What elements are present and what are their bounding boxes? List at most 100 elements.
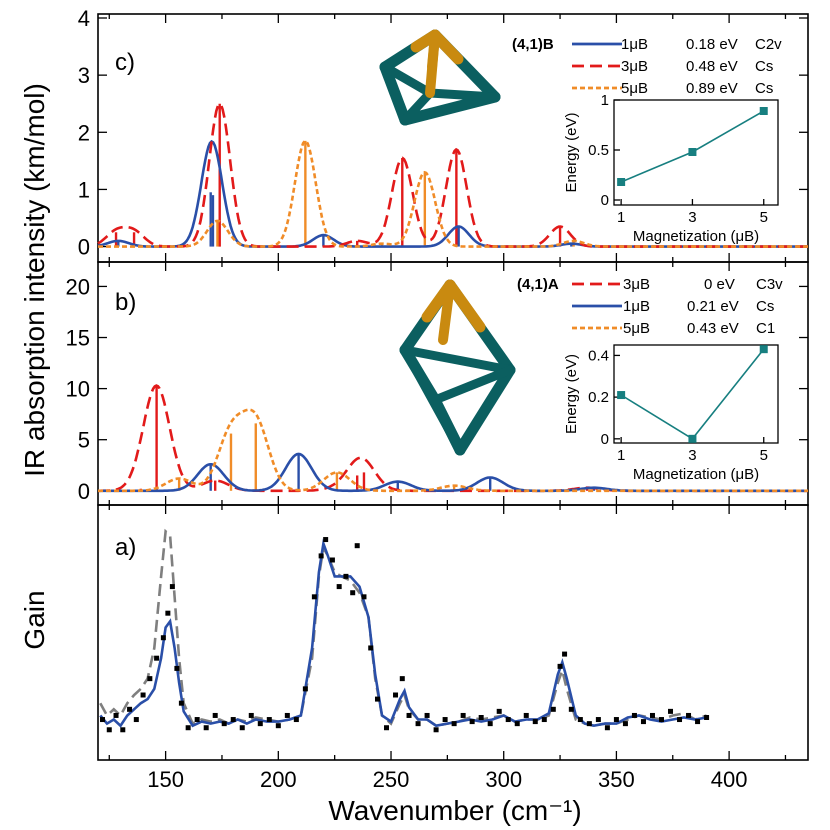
- experiment-dot: [562, 651, 568, 657]
- inset-point: [617, 178, 626, 186]
- legend-b: 3μB 0 eV C3v 1μB 0.21 eV Cs 5μB 0.43 eV …: [623, 276, 783, 337]
- experiment-dot: [487, 721, 493, 727]
- experiment-dot: [514, 721, 520, 727]
- experiment-dot: [399, 676, 405, 682]
- experiment-dot: [194, 717, 200, 723]
- experiment-dot: [329, 557, 335, 563]
- y-tick-label: 4: [78, 6, 90, 31]
- experiment-dot: [257, 721, 263, 727]
- experiment-dot: [212, 712, 218, 718]
- legend-c-1-mag: 1μB: [621, 36, 648, 53]
- experiment-dot: [266, 717, 272, 723]
- experiment-dot: [133, 717, 139, 723]
- inset-x-label: Magnetization (μB): [633, 466, 759, 483]
- spectrum-5μB: [98, 408, 808, 493]
- experiment-dot: [160, 635, 166, 641]
- experiment-dot: [384, 725, 390, 731]
- experiment-dot: [442, 717, 448, 723]
- inset-y-tick-label: 0.4: [588, 347, 609, 364]
- inset-x-label: Magnetization (μB): [633, 228, 759, 245]
- experiment-dot: [239, 725, 245, 731]
- experiment-dot: [523, 712, 529, 718]
- experiment-dot: [704, 715, 710, 720]
- experiment-dot: [203, 725, 209, 731]
- inset-y-label: Energy (eV): [563, 354, 580, 434]
- inset-y-tick-label: 0: [601, 431, 609, 448]
- y-tick-label: 2: [78, 120, 90, 145]
- experiment-dot: [622, 721, 628, 727]
- y-tick-label: 3: [78, 63, 90, 88]
- inset-x-tick-label: 1: [617, 209, 625, 226]
- panel-a-label: a): [115, 534, 136, 561]
- legend-b-title: (4,1)A: [517, 276, 559, 293]
- legend-c-title: (4,1)B: [512, 36, 554, 53]
- experiment-dot: [318, 553, 324, 559]
- experiment-dot: [613, 717, 619, 723]
- experiment-dot: [284, 712, 290, 718]
- legend-b-1-mag: 3μB: [623, 276, 650, 293]
- experiment-dot: [140, 692, 146, 698]
- inset-frame: [613, 344, 779, 444]
- experiment-dot: [311, 594, 317, 600]
- experiment-dot: [451, 721, 457, 727]
- experiment-dot: [120, 727, 126, 733]
- x-tick-label: 150: [147, 767, 184, 792]
- legend-b-1-sym: C3v: [756, 276, 783, 293]
- legend-b-3-mag: 5μB: [623, 320, 650, 337]
- x-axis-title: Wavenumber (cm⁻¹): [328, 795, 581, 826]
- experiment-dot: [496, 708, 502, 714]
- spectrum-1μB: [98, 452, 808, 493]
- legend-c-3-energy: 0.89 eV: [686, 80, 738, 97]
- experiment-dot: [174, 665, 180, 671]
- experiment-dot: [336, 584, 342, 590]
- inset-x-tick-label: 5: [760, 209, 768, 226]
- experiment-dot: [604, 725, 610, 731]
- experiment-dot: [541, 717, 547, 723]
- inset-y-tick-label: 0.2: [588, 389, 609, 406]
- experiment-dot: [532, 719, 538, 725]
- experiment-dot: [640, 719, 646, 725]
- inset-point: [617, 391, 626, 400]
- experiment-dot: [113, 712, 119, 718]
- inset-point: [759, 345, 768, 354]
- experiment-dot: [374, 696, 380, 702]
- inset-x-tick-label: 3: [688, 209, 696, 226]
- legend-c-2-sym: Cs: [755, 58, 773, 75]
- y-tick-label: 0: [78, 479, 90, 504]
- experiment-dot: [658, 717, 664, 723]
- legend-b-2-energy: 0.21 eV: [687, 298, 739, 315]
- plot-layer: 1 3 5 0 0.5 1 Magnetization (μB) Energy (eV) 1 3 5…: [97, 42, 808, 733]
- experiment-dot: [406, 712, 412, 718]
- y-tick-label: 10: [66, 377, 90, 402]
- experiment-dot: [165, 610, 171, 616]
- experiment-dot: [185, 725, 191, 731]
- cluster-4-1-b-illustration: [379, 29, 501, 126]
- legend-b-2-mag: 1μB: [623, 298, 650, 315]
- inset-x-tick-label: 1: [617, 447, 625, 464]
- inset-x-tick-label: 5: [760, 447, 768, 464]
- experiment-dot: [147, 676, 153, 682]
- experiment-dot: [106, 727, 112, 733]
- gain-axis-title: Gain: [19, 590, 50, 649]
- experiment-dot: [460, 712, 466, 718]
- legend-c: 1μB 0.18 eV C2v 3μB 0.48 eV Cs 5μB 0.89 …: [621, 36, 782, 97]
- experiment-dot: [350, 590, 356, 596]
- experiment-dot: [649, 712, 655, 718]
- experiment-dot: [178, 700, 184, 706]
- legend-b-3-sym: C1: [756, 320, 775, 337]
- inset-y-tick-label: 0: [601, 192, 609, 209]
- x-tick-label: 400: [711, 767, 748, 792]
- legend-c-2-mag: 3μB: [621, 58, 648, 75]
- experiment-smoothed: [99, 538, 707, 728]
- experiment-dot: [230, 717, 236, 723]
- inset-y-label: Energy (eV): [563, 112, 580, 192]
- experiment-dot: [631, 712, 637, 718]
- panel-frame-2: [97, 504, 809, 761]
- experiment-dot: [100, 717, 106, 723]
- experiment-dashed: [99, 528, 708, 728]
- experiment-dot: [677, 717, 683, 723]
- experiment-dot: [343, 573, 349, 579]
- y-tick-label: 20: [66, 274, 90, 299]
- experiment-dot: [478, 715, 484, 720]
